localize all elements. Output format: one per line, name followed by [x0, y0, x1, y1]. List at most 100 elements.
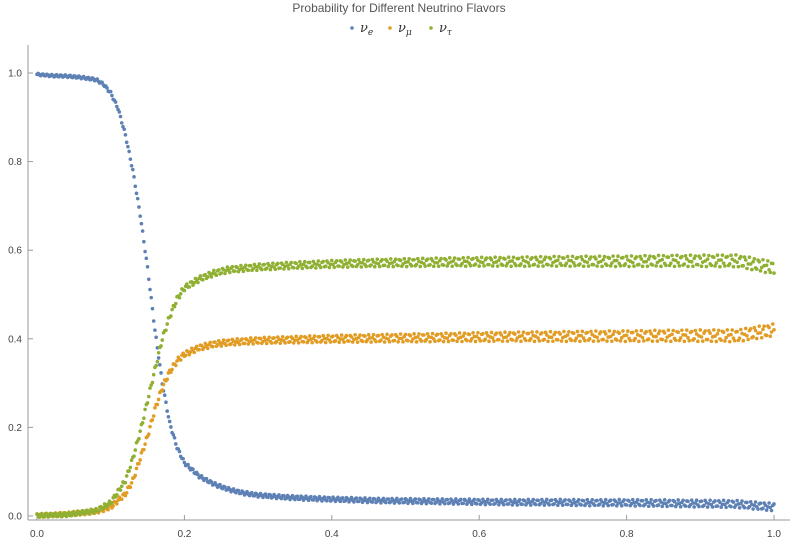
data-point [503, 257, 507, 261]
data-point [713, 264, 717, 268]
data-point [385, 259, 389, 263]
data-point [603, 497, 608, 502]
data-point [746, 337, 750, 342]
legend: νe νμ ντ [350, 21, 453, 38]
data-point [137, 205, 141, 209]
data-point [477, 498, 482, 503]
data-point [291, 341, 296, 345]
data-point [169, 314, 173, 318]
data-point [569, 259, 574, 263]
data-point [171, 433, 176, 437]
data-point [271, 261, 275, 265]
y-tick-label: 0.0 [8, 512, 22, 523]
data-point [280, 334, 285, 339]
data-point [142, 239, 146, 244]
data-point [742, 505, 747, 510]
data-point [441, 263, 446, 267]
data-point [293, 497, 297, 502]
data-point [449, 331, 453, 336]
data-point [666, 255, 671, 260]
data-point [735, 498, 739, 503]
data-point [474, 334, 479, 339]
data-point [591, 262, 596, 267]
data-point [568, 499, 572, 503]
data-point [575, 329, 580, 334]
data-point [334, 258, 339, 263]
data-point [694, 498, 699, 503]
data-points [35, 71, 776, 519]
data-point [758, 331, 763, 335]
data-point [513, 497, 517, 502]
data-point [506, 502, 511, 506]
data-point [143, 249, 147, 254]
data-point [288, 340, 292, 344]
data-point [640, 264, 645, 269]
data-point [196, 472, 200, 477]
data-point [669, 339, 673, 344]
data-point [688, 253, 693, 257]
data-point [146, 277, 151, 282]
data-point [720, 253, 725, 257]
data-point [570, 254, 575, 259]
data-point [680, 328, 684, 333]
data-point [370, 335, 375, 340]
data-point [331, 262, 335, 267]
data-point [436, 264, 441, 269]
data-point [510, 259, 515, 263]
data-point [640, 335, 645, 340]
data-point [53, 511, 58, 516]
data-point [273, 267, 278, 272]
x-tick-label: 0.6 [472, 529, 486, 540]
data-point [444, 331, 448, 336]
data-point [154, 363, 158, 368]
data-point [585, 260, 590, 265]
data-point [499, 333, 504, 337]
y-tick-label: 1.0 [8, 69, 22, 80]
data-point [691, 264, 695, 269]
data-point [461, 501, 466, 506]
data-point [637, 339, 641, 344]
data-point [745, 334, 749, 338]
data-point [748, 499, 753, 504]
data-point [124, 140, 129, 145]
data-point [278, 341, 283, 346]
data-point [375, 257, 380, 261]
y-tick-label: 0.6 [8, 246, 22, 257]
data-point [743, 326, 748, 331]
data-point [209, 275, 214, 279]
data-point [591, 339, 596, 343]
data-point [547, 503, 552, 507]
data-point [660, 257, 665, 262]
data-point [653, 256, 657, 260]
data-point [228, 270, 232, 275]
data-point [457, 257, 462, 262]
data-point [750, 267, 754, 272]
data-point [272, 336, 276, 340]
legend-label-base: ν [398, 21, 406, 36]
data-point [353, 333, 357, 337]
data-point [345, 265, 350, 269]
data-point [499, 497, 504, 502]
data-point [183, 353, 188, 358]
data-point [571, 261, 576, 265]
data-point [359, 265, 364, 269]
data-point [287, 266, 291, 271]
data-point [446, 339, 451, 344]
data-point [605, 339, 609, 343]
data-point [415, 335, 420, 339]
data-point [360, 339, 365, 344]
data-point [633, 336, 637, 341]
data-point [565, 254, 570, 259]
data-point [516, 256, 521, 261]
data-point [644, 259, 649, 264]
data-point [142, 416, 146, 421]
data-point [578, 262, 582, 266]
data-point [337, 264, 341, 269]
data-point [224, 343, 228, 348]
data-point [558, 497, 563, 502]
data-point [643, 253, 647, 258]
data-point [447, 501, 452, 505]
data-point [554, 264, 559, 268]
data-point [513, 332, 517, 336]
data-point [493, 255, 497, 259]
